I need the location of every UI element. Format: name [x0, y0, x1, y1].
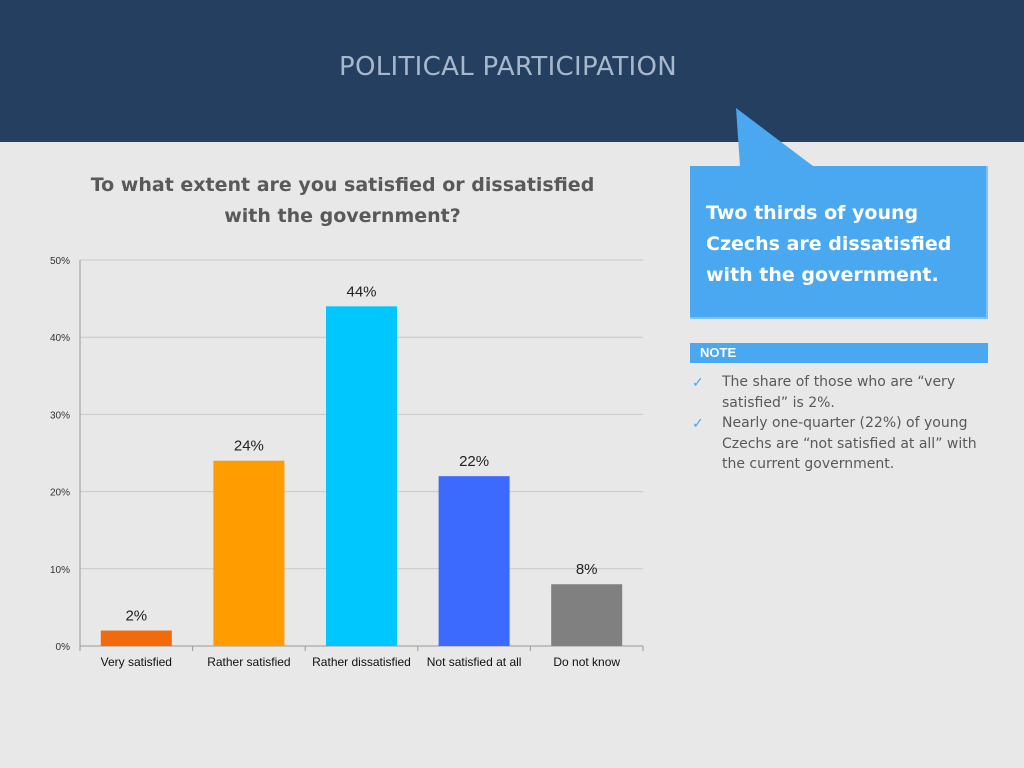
bar [438, 476, 510, 646]
x-tick-label: Not satisfied at all [427, 655, 522, 669]
x-tick-label: Rather dissatisfied [312, 655, 411, 669]
checkmark-icon: ✓ [692, 415, 704, 431]
x-tick-label: Very satisfied [101, 655, 172, 669]
note-item-text: Nearly one-quarter (22%) of young Czechs… [722, 415, 977, 472]
data-label: 2% [125, 608, 147, 625]
x-tick-label: Do not know [553, 655, 620, 669]
page-title: POLITICAL PARTICIPATION [338, 52, 678, 82]
note-list: ✓ The share of those who are “very satis… [690, 372, 988, 475]
checkmark-icon: ✓ [692, 374, 704, 390]
x-tick-label: Rather satisfied [207, 655, 290, 669]
note-item-text: The share of those who are “very satisfi… [722, 374, 956, 411]
y-tick-label: 40% [50, 333, 70, 344]
y-tick-label: 30% [50, 410, 70, 421]
callout-box: Two thirds of young Czechs are dissatisf… [690, 166, 988, 319]
y-tick-label: 0% [56, 642, 71, 653]
y-tick-label: 10% [50, 565, 70, 576]
bar [100, 630, 172, 646]
callout-text: Two thirds of young Czechs are dissatisf… [706, 202, 952, 286]
y-tick-label: 20% [50, 488, 70, 499]
data-label: 24% [234, 438, 264, 455]
bar [326, 306, 397, 646]
note-header: NOTE [690, 343, 988, 363]
header-banner: POLITICAL PARTICIPATION [0, 0, 1024, 142]
bar [551, 584, 623, 646]
chart-title: To what extent are you satisfied or diss… [90, 174, 595, 227]
note-label: NOTE [700, 345, 737, 360]
bar [213, 460, 285, 646]
data-label: 8% [576, 561, 598, 578]
data-label: 22% [459, 453, 489, 470]
y-tick-label: 50% [50, 256, 70, 267]
note-item: ✓ Nearly one-quarter (22%) of young Czec… [690, 413, 988, 475]
note-item: ✓ The share of those who are “very satis… [690, 372, 988, 413]
data-label: 44% [346, 283, 376, 300]
